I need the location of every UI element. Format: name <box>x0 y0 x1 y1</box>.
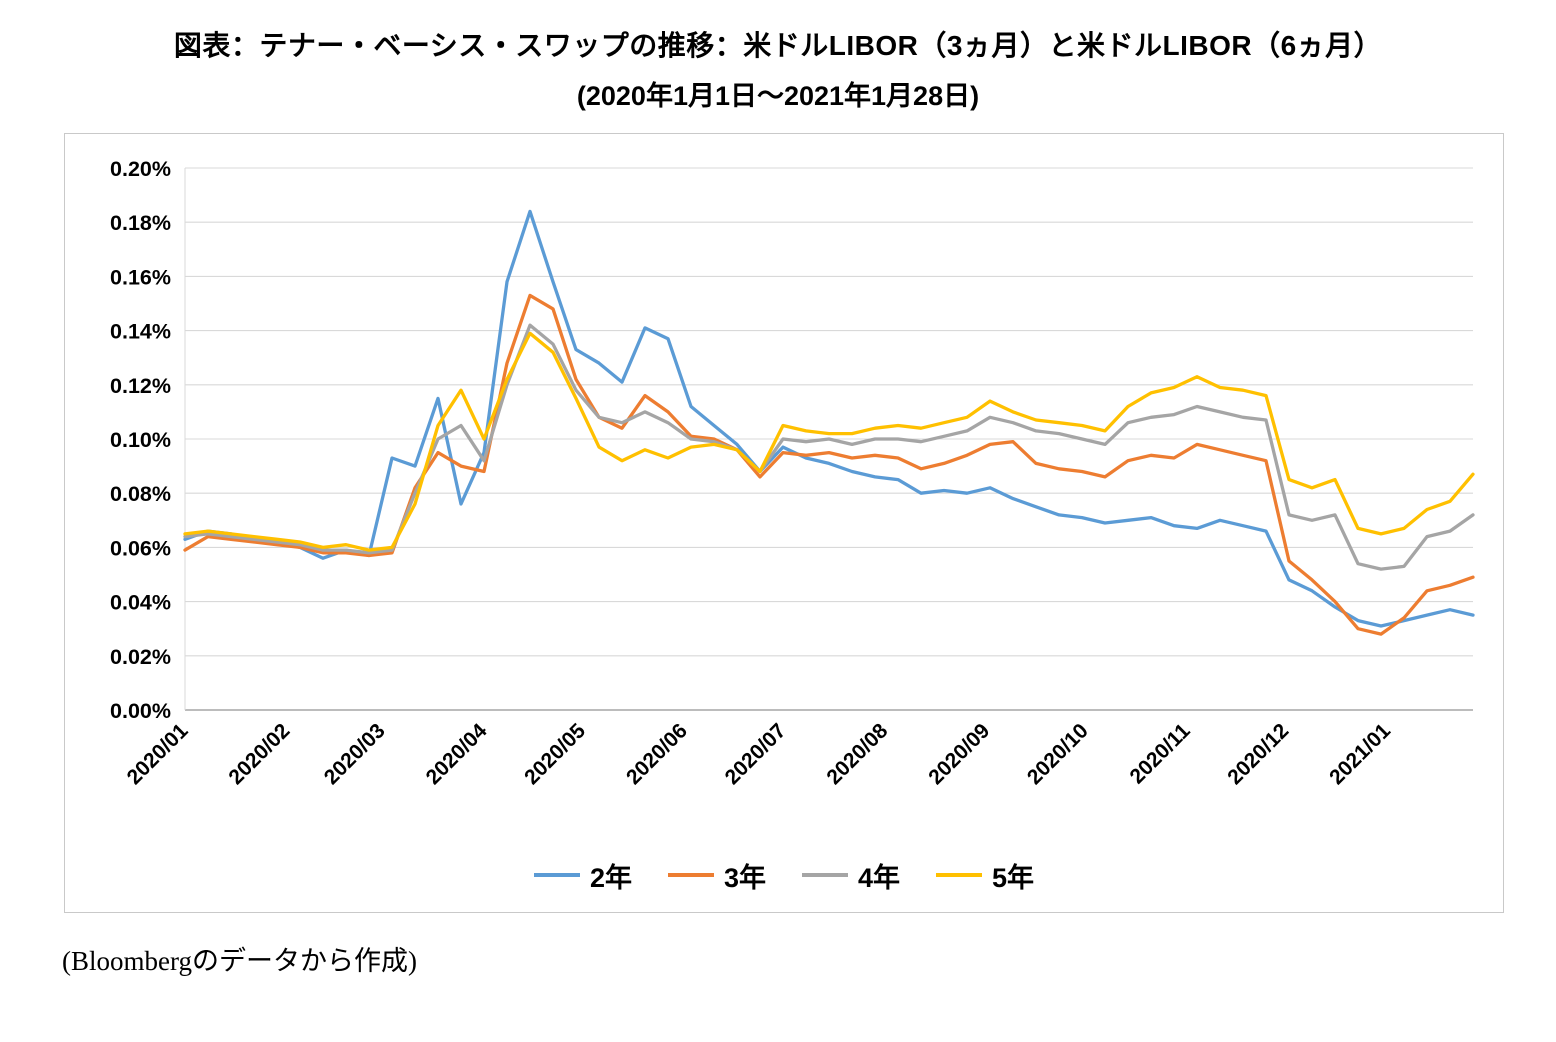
series-line-2年 <box>183 209 1475 628</box>
x-axis-tick-label: 2020/11 <box>1126 719 1195 788</box>
y-axis-tick-label: 0.16% <box>110 265 171 289</box>
y-axis-tick-label: 0.02% <box>110 645 171 669</box>
y-axis-tick-label: 0.08% <box>110 482 171 506</box>
x-axis-tick-label: 2020/12 <box>1223 719 1293 789</box>
x-axis-tick-label: 2020/03 <box>320 719 390 789</box>
x-axis-tick-label: 2020/08 <box>822 719 892 789</box>
legend-swatch-icon <box>802 873 848 877</box>
y-axis-tick-label: 0.20% <box>110 157 171 181</box>
legend-item-3: 5年 <box>936 856 1034 895</box>
legend-label: 4年 <box>858 862 901 893</box>
y-axis-tick-label: 0.06% <box>110 536 171 560</box>
legend: 2年 3年 4年 5年 <box>67 842 1501 908</box>
chart-title: 図表：テナー・ベーシス・スワップの推移：米ドルLIBOR（3ヵ月）と米ドルLIB… <box>173 30 1383 61</box>
legend-item-0: 2年 <box>533 856 632 895</box>
x-axis-tick-label: 2020/04 <box>422 719 492 789</box>
legend-swatch-icon <box>936 873 983 877</box>
source-note: (Bloombergのデータから作成) <box>62 946 417 976</box>
chart-subtitle: (2020年1月1日～2021年1月28日) <box>576 81 980 111</box>
legend-swatch-icon <box>667 873 714 877</box>
y-axis-tick-label: 0.00% <box>110 699 171 723</box>
legend-label: 5年 <box>992 862 1035 893</box>
chart-container: 0.00% 0.02% 0.04% 0.06% 0.08% 0.10% 0.12% 0.14%… <box>64 133 1504 913</box>
x-axis-tick-label: 2021/01 <box>1325 719 1395 789</box>
x-axis-tick-label: 2020/02 <box>224 719 294 789</box>
legend-item-2: 4年 <box>802 856 900 895</box>
y-axis-tick-label: 0.18% <box>110 211 171 235</box>
legend-item-1: 3年 <box>667 856 766 895</box>
line-chart: 0.00% 0.02% 0.04% 0.06% 0.08% 0.10% 0.12% 0.14%… <box>110 157 1475 789</box>
y-axis-tick-label: 0.10% <box>110 428 171 452</box>
series-line-5年 <box>183 331 1475 552</box>
x-axis-tick-label: 2020/01 <box>123 719 193 789</box>
legend-swatch-icon <box>533 873 580 877</box>
x-axis-tick-label: 2020/06 <box>622 719 692 789</box>
y-axis-tick-label: 0.04% <box>110 591 171 615</box>
legend-label: 3年 <box>723 862 766 893</box>
page: 図表：テナー・ベーシス・スワップの推移：米ドルLIBOR（3ヵ月）と米ドルLIB… <box>0 24 1556 978</box>
x-axis-tick-label: 2020/07 <box>721 719 791 789</box>
y-axis-tick-label: 0.12% <box>110 374 171 398</box>
x-axis-tick-label: 2020/09 <box>924 719 994 789</box>
legend-label: 2年 <box>589 862 632 893</box>
x-axis-tick-label: 2020/05 <box>520 719 590 789</box>
x-axis-tick-label: 2020/10 <box>1023 719 1093 789</box>
y-axis-tick-label: 0.14% <box>110 320 171 344</box>
